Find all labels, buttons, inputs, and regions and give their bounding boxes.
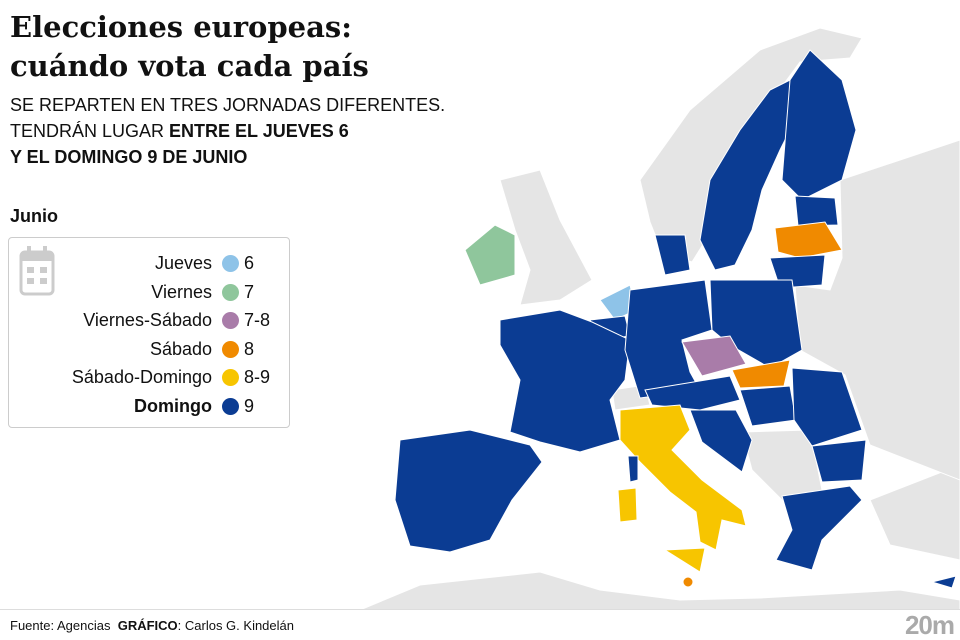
- graphic-label: GRÁFICO: [117, 618, 178, 633]
- hungary: [739, 385, 797, 427]
- corsica: [627, 455, 639, 483]
- legend-item: Domingo 9: [8, 393, 290, 419]
- legend-label: Sábado-Domingo: [71, 367, 212, 387]
- legend-swatch: [222, 340, 239, 358]
- denmark: [654, 234, 691, 276]
- title-line2: cuándo vota cada país: [10, 49, 369, 83]
- uk: [499, 169, 593, 306]
- source-credit: Fuente: Agencias GRÁFICO: Carlos G. Kind…: [10, 618, 294, 634]
- sicily: [663, 547, 706, 573]
- legend-date: 9: [244, 395, 255, 416]
- legend-swatch: [222, 397, 239, 415]
- subtitle: SE REPARTEN EN TRES JORNADAS DIFERENTES.…: [10, 92, 445, 170]
- estonia: [794, 195, 839, 227]
- author-text: : Carlos G. Kindelán: [177, 618, 294, 633]
- romania: [791, 367, 863, 447]
- croatia-slovenia: [689, 409, 753, 473]
- bulgaria: [811, 439, 867, 483]
- legend-item: Jueves 6: [8, 250, 290, 276]
- legend-date: 7-8: [244, 310, 271, 330]
- legend-swatch: [222, 312, 239, 329]
- title-line1: Elecciones europeas:: [10, 10, 352, 44]
- finland: [781, 49, 857, 201]
- legend-date: 7: [244, 281, 255, 302]
- greece: [775, 485, 863, 571]
- legend-item: Viernes 7: [8, 279, 290, 305]
- legend-swatch: [222, 255, 239, 272]
- subtitle-bold: ENTRE EL JUEVES 6: [169, 121, 349, 141]
- legend-date: 8: [244, 338, 255, 359]
- legend: [8, 237, 290, 428]
- legend-label: Jueves: [154, 253, 212, 273]
- east-europe: [794, 139, 960, 481]
- page-title: Elecciones europeas: cuándo vota cada pa…: [10, 8, 369, 86]
- brand-logo: 20m: [904, 610, 955, 640]
- malta: [682, 576, 694, 588]
- footer: Fuente: Agencias GRÁFICO: Carlos G. Kind…: [0, 609, 960, 640]
- africa: [359, 571, 960, 610]
- iberia: [394, 429, 543, 553]
- legend-date: 8-9: [244, 367, 271, 387]
- france: [499, 309, 631, 453]
- legend-label: Domingo: [134, 395, 212, 416]
- ireland: [464, 224, 516, 286]
- turkey: [869, 464, 960, 561]
- latvia: [774, 221, 843, 259]
- legend-month: Junio: [10, 206, 58, 226]
- subtitle-line3: Y EL DOMINGO 9 DE JUNIO: [10, 147, 248, 167]
- subtitle-line2: TENDRÁN LUGAR ENTRE EL JUEVES 6: [10, 118, 445, 144]
- czechia: [681, 335, 747, 377]
- germany: [624, 279, 713, 399]
- sardinia: [617, 487, 638, 523]
- legend-date: 6: [244, 253, 255, 273]
- legend-swatch: [222, 283, 239, 301]
- legend-item: Viernes-Sábado 7-8: [8, 307, 290, 333]
- subtitle-normal: TENDRÁN LUGAR: [10, 121, 170, 141]
- legend-item: Sábado-Domingo 8-9: [8, 364, 290, 390]
- subtitle-line1: SE REPARTEN EN TRES JORNADAS DIFERENTES.: [10, 95, 446, 115]
- legend-label: Viernes: [151, 281, 212, 302]
- source-text: Fuente: Agencias: [10, 618, 111, 633]
- legend-swatch: [222, 369, 239, 386]
- legend-item: Sábado 8: [8, 336, 290, 362]
- legend-label: Viernes-Sábado: [83, 310, 212, 330]
- calendar-icon: [19, 246, 55, 296]
- europe-map: [359, 27, 960, 610]
- italy: [619, 404, 747, 551]
- legend-label: Sábado: [149, 338, 212, 359]
- austria: [644, 375, 741, 411]
- cyprus: [930, 575, 957, 589]
